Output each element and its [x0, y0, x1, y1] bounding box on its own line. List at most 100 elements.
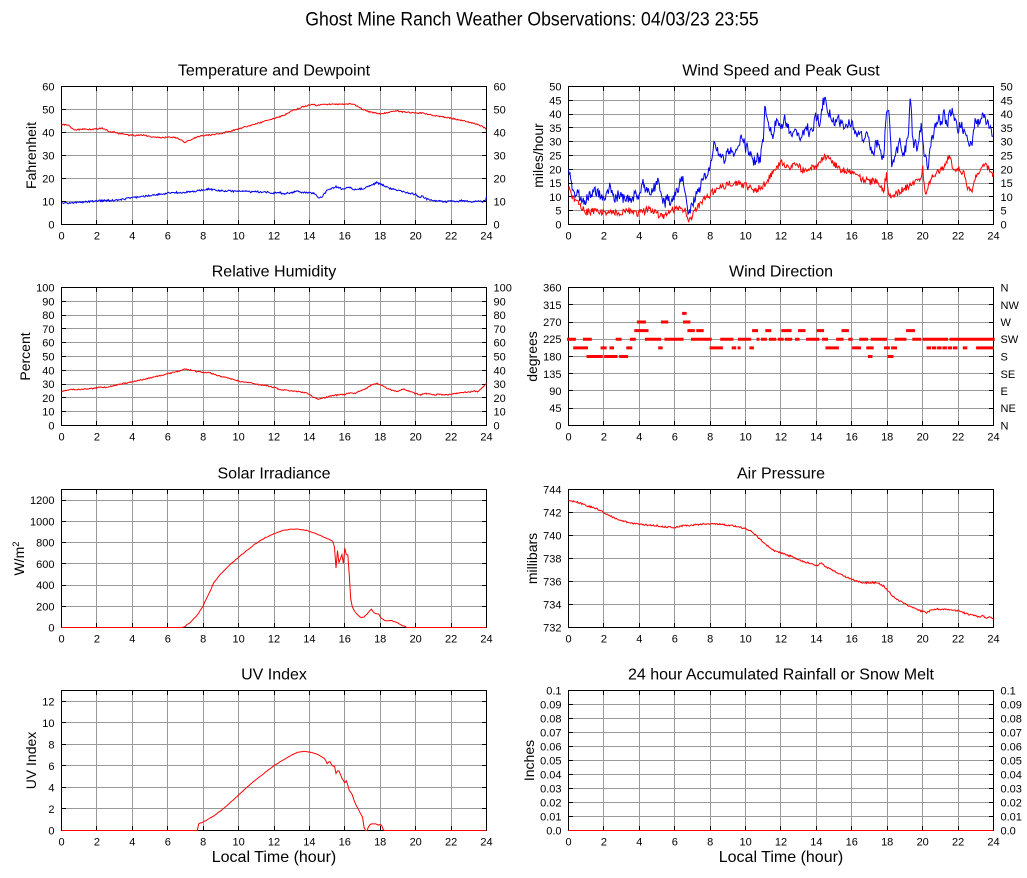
svg-text:0.03: 0.03 — [540, 784, 561, 796]
svg-text:degrees: degrees — [524, 331, 540, 382]
svg-text:2: 2 — [94, 432, 100, 444]
svg-text:225: 225 — [543, 334, 561, 346]
svg-text:0.0: 0.0 — [546, 826, 561, 838]
svg-text:2: 2 — [48, 804, 54, 816]
svg-text:0: 0 — [48, 826, 54, 838]
svg-text:100: 100 — [494, 283, 512, 295]
svg-text:Local Time (hour): Local Time (hour) — [212, 849, 337, 866]
svg-text:40: 40 — [1001, 109, 1013, 121]
svg-text:732: 732 — [543, 623, 561, 635]
svg-text:0: 0 — [58, 432, 64, 444]
svg-text:4: 4 — [129, 231, 135, 243]
svg-text:0: 0 — [58, 231, 64, 243]
svg-text:744: 744 — [543, 485, 561, 497]
svg-text:30: 30 — [494, 379, 506, 391]
svg-text:24: 24 — [987, 837, 999, 849]
svg-text:45: 45 — [549, 95, 561, 107]
svg-text:50: 50 — [549, 82, 561, 94]
svg-text:315: 315 — [543, 300, 561, 312]
svg-text:16: 16 — [339, 634, 351, 646]
svg-text:20: 20 — [410, 432, 422, 444]
svg-text:80: 80 — [494, 310, 506, 322]
svg-text:10: 10 — [232, 634, 244, 646]
svg-text:4: 4 — [48, 782, 54, 794]
svg-text:14: 14 — [810, 432, 822, 444]
svg-text:6: 6 — [165, 432, 171, 444]
svg-text:6: 6 — [165, 634, 171, 646]
svg-text:10: 10 — [494, 197, 506, 209]
svg-text:734: 734 — [543, 600, 561, 612]
svg-text:0.02: 0.02 — [540, 798, 561, 810]
svg-text:0.08: 0.08 — [540, 714, 561, 726]
svg-text:80: 80 — [42, 310, 54, 322]
svg-text:0.09: 0.09 — [540, 700, 561, 712]
svg-text:W/m2: W/m2 — [11, 541, 27, 575]
svg-text:10: 10 — [739, 634, 751, 646]
svg-text:70: 70 — [494, 324, 506, 336]
svg-text:20: 20 — [917, 231, 929, 243]
svg-text:16: 16 — [846, 634, 858, 646]
svg-text:20: 20 — [494, 174, 506, 186]
svg-text:10: 10 — [739, 837, 751, 849]
svg-text:8: 8 — [200, 432, 206, 444]
svg-text:0.07: 0.07 — [1001, 728, 1022, 740]
svg-text:180: 180 — [543, 352, 561, 364]
svg-text:20: 20 — [1001, 164, 1013, 176]
svg-text:50: 50 — [494, 352, 506, 364]
svg-text:E: E — [1001, 386, 1008, 398]
svg-text:12: 12 — [268, 231, 280, 243]
svg-text:4: 4 — [129, 634, 135, 646]
svg-text:0: 0 — [48, 220, 54, 232]
svg-text:10: 10 — [549, 192, 561, 204]
svg-text:0: 0 — [565, 634, 571, 646]
svg-text:20: 20 — [917, 837, 929, 849]
svg-text:30: 30 — [494, 151, 506, 163]
svg-text:50: 50 — [42, 105, 54, 117]
svg-text:22: 22 — [445, 837, 457, 849]
svg-text:UV Index: UV Index — [23, 732, 39, 790]
svg-text:20: 20 — [42, 393, 54, 405]
svg-text:30: 30 — [1001, 137, 1013, 149]
svg-text:12: 12 — [268, 432, 280, 444]
svg-text:20: 20 — [410, 231, 422, 243]
svg-text:4: 4 — [129, 432, 135, 444]
svg-text:2: 2 — [601, 837, 607, 849]
svg-text:0: 0 — [565, 231, 571, 243]
svg-text:6: 6 — [672, 432, 678, 444]
svg-text:740: 740 — [543, 531, 561, 543]
svg-text:16: 16 — [339, 231, 351, 243]
svg-text:135: 135 — [543, 369, 561, 381]
svg-text:0.07: 0.07 — [540, 728, 561, 740]
svg-text:UV Index: UV Index — [241, 667, 307, 684]
svg-text:18: 18 — [374, 837, 386, 849]
svg-text:18: 18 — [374, 432, 386, 444]
svg-text:360: 360 — [543, 283, 561, 295]
svg-text:Air Pressure: Air Pressure — [737, 466, 825, 483]
svg-text:12: 12 — [775, 634, 787, 646]
svg-text:Temperature and Dewpoint: Temperature and Dewpoint — [178, 63, 371, 80]
svg-text:24: 24 — [480, 634, 492, 646]
svg-text:0: 0 — [58, 837, 64, 849]
svg-text:4: 4 — [636, 634, 642, 646]
svg-text:800: 800 — [36, 538, 54, 550]
svg-text:8: 8 — [200, 837, 206, 849]
svg-text:0: 0 — [494, 220, 500, 232]
svg-text:16: 16 — [846, 231, 858, 243]
svg-text:24: 24 — [987, 432, 999, 444]
svg-text:2: 2 — [94, 837, 100, 849]
svg-text:0.06: 0.06 — [540, 742, 561, 754]
svg-text:20: 20 — [917, 634, 929, 646]
svg-text:45: 45 — [1001, 95, 1013, 107]
svg-text:15: 15 — [1001, 178, 1013, 190]
svg-text:40: 40 — [494, 128, 506, 140]
svg-text:22: 22 — [952, 837, 964, 849]
svg-text:35: 35 — [549, 123, 561, 135]
svg-text:Wind Speed and Peak Gust: Wind Speed and Peak Gust — [682, 63, 880, 80]
svg-text:40: 40 — [42, 365, 54, 377]
svg-text:SW: SW — [1001, 334, 1019, 346]
svg-text:0.01: 0.01 — [540, 812, 561, 824]
svg-text:Wind Direction: Wind Direction — [729, 264, 833, 281]
svg-text:22: 22 — [445, 432, 457, 444]
svg-text:50: 50 — [42, 352, 54, 364]
svg-text:22: 22 — [445, 634, 457, 646]
